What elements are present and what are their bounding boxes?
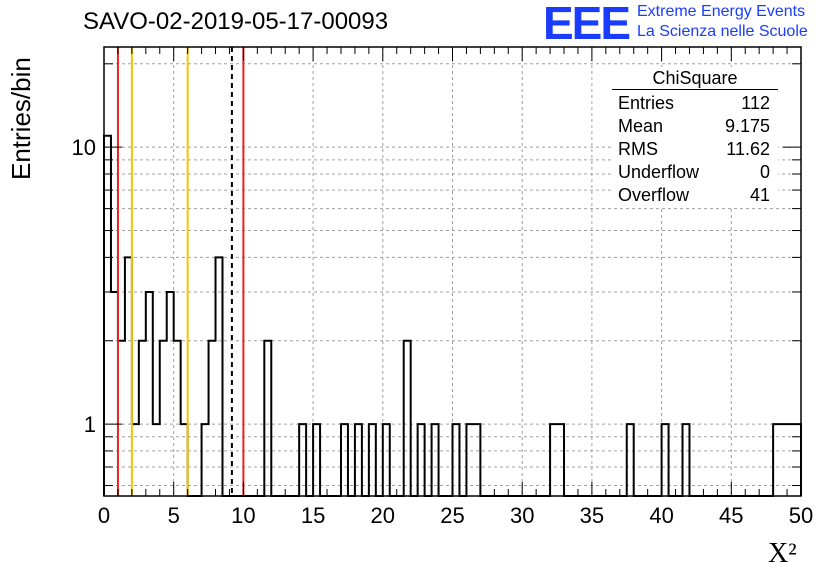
x-tick-label: 15 (301, 503, 325, 528)
x-axis-label: X² (768, 538, 797, 569)
stats-label: Mean (618, 116, 664, 136)
eee-logo-mark: EEE (543, 0, 631, 49)
logo-text-line2: La Scienza nelle Scuole (637, 23, 808, 40)
x-tick-label: 35 (580, 503, 604, 528)
x-tick-label: 30 (510, 503, 534, 528)
stats-row-rms: RMS 11.62 (612, 138, 778, 161)
x-tick-label: 50 (789, 503, 813, 528)
x-tick-label: 10 (231, 503, 255, 528)
threshold-lines-layer (116, 47, 245, 496)
logo-text-line1: Extreme Energy Events (637, 3, 806, 20)
x-tick-label: 40 (649, 503, 673, 528)
stats-label: RMS (618, 139, 658, 159)
y-tick-label: 10 (72, 135, 96, 160)
stats-value: 9.175 (724, 116, 770, 136)
stats-box: ChiSquare Entries 112 Mean 9.175 RMS 11.… (612, 67, 778, 207)
stats-value: 0 (759, 162, 770, 182)
y-tick-label: 1 (84, 412, 96, 437)
stats-row-overflow: Overflow 41 (612, 184, 778, 207)
stats-row-entries: Entries 112 (612, 92, 778, 115)
chart-title: SAVO-02-2019-05-17-00093 (83, 8, 389, 35)
x-tick-label: 0 (98, 503, 110, 528)
x-tick-label: 45 (719, 503, 743, 528)
stats-label: Overflow (618, 185, 690, 205)
stats-value: 112 (741, 93, 770, 113)
stats-row-mean: Mean 9.175 (612, 115, 778, 138)
stats-title: ChiSquare (612, 67, 778, 90)
stats-value: 41 (749, 185, 770, 205)
x-tick-label: 5 (168, 503, 180, 528)
stats-row-underflow: Underflow 0 (612, 161, 778, 184)
stats-label: Underflow (618, 162, 700, 182)
stats-value: 11.62 (726, 139, 770, 159)
stats-label: Entries (618, 93, 675, 113)
y-axis-label: Entries/bin (6, 57, 36, 180)
x-tick-label: 20 (371, 503, 395, 528)
x-tick-label: 25 (440, 503, 464, 528)
axis-layer: 0 5 10 15 20 25 30 35 40 45 50 1 10 (72, 46, 813, 528)
